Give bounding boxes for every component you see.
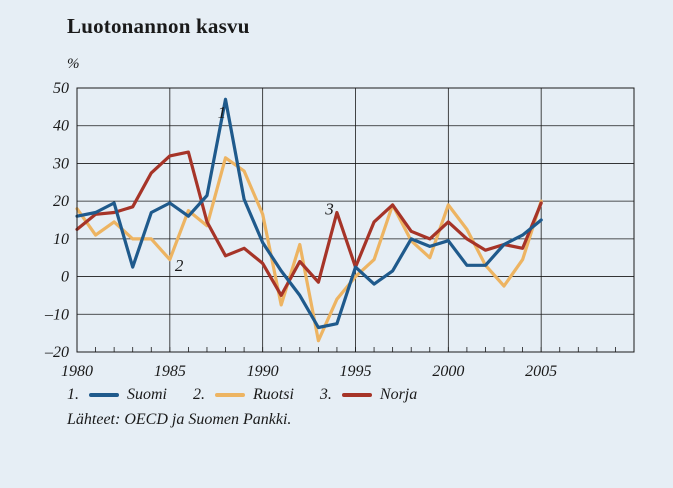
- legend-label: Suomi: [127, 386, 167, 403]
- series-number-label-ruotsi: 2: [175, 256, 184, 275]
- y-tick-label: –20: [44, 344, 69, 361]
- x-tick-label: 2005: [525, 363, 557, 380]
- legend-item-suomi: 1. Suomi: [67, 386, 167, 404]
- legend-number: 2.: [193, 386, 205, 403]
- legend-item-norja: 3. Norja: [320, 386, 417, 404]
- y-tick-label: 20: [53, 193, 69, 210]
- legend-label: Ruotsi: [253, 386, 294, 403]
- legend-swatch-suomi: [89, 393, 119, 397]
- source-note: Lähteet: OECD ja Suomen Pankki.: [67, 411, 292, 428]
- series-line-suomi: [75, 97, 543, 330]
- series-line-norja: [75, 150, 543, 297]
- y-tick-label: 10: [53, 231, 69, 248]
- y-tick-label: 50: [53, 80, 69, 97]
- tick-layer: [76, 347, 635, 352]
- y-tick-label: 0: [61, 269, 69, 286]
- series-number-label-norja: 3: [324, 199, 334, 218]
- y-tick-label: 30: [52, 155, 69, 172]
- legend-label: Norja: [379, 386, 418, 403]
- legend: 1. Suomi 2. Ruotsi 3. Norja: [67, 386, 443, 404]
- y-tick-label: 40: [53, 118, 69, 135]
- x-tick-label: 2000: [432, 363, 464, 380]
- legend-number: 3.: [319, 386, 332, 403]
- legend-swatch-norja: [341, 393, 372, 397]
- series-number-label-suomi: 1: [218, 103, 227, 122]
- x-tick-label: 1995: [340, 363, 372, 380]
- axis-tick-labels: –20 –10 0 10 20 30 40 50 1980 1985 1990 1995 2000 200…: [44, 80, 557, 380]
- legend-swatch-ruotsi: [215, 393, 245, 397]
- chart-title: Luotonannon kasvu: [67, 14, 250, 38]
- x-tick-label: 1990: [247, 363, 279, 380]
- series-lines: [75, 97, 543, 343]
- y-axis-unit-label: %: [67, 56, 80, 72]
- series-line-ruotsi: [75, 156, 543, 343]
- plot-frame: [76, 87, 635, 353]
- x-tick-label: 1985: [154, 363, 186, 380]
- x-tick-label: 1980: [61, 363, 93, 380]
- y-tick-label: –10: [44, 306, 69, 323]
- series-labels: 1 2 3: [175, 103, 334, 275]
- legend-item-ruotsi: 2. Ruotsi: [193, 386, 294, 404]
- grid-layer: [77, 88, 634, 352]
- legend-number: 1.: [67, 386, 79, 403]
